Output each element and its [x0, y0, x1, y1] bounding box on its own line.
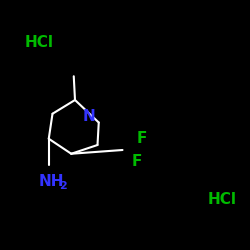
- Text: NH: NH: [39, 174, 64, 189]
- Text: N: N: [82, 109, 95, 124]
- Text: HCl: HCl: [208, 192, 236, 208]
- Text: F: F: [131, 154, 141, 169]
- Text: HCl: HCl: [25, 35, 54, 50]
- Text: 2: 2: [59, 181, 66, 191]
- Text: F: F: [136, 131, 146, 146]
